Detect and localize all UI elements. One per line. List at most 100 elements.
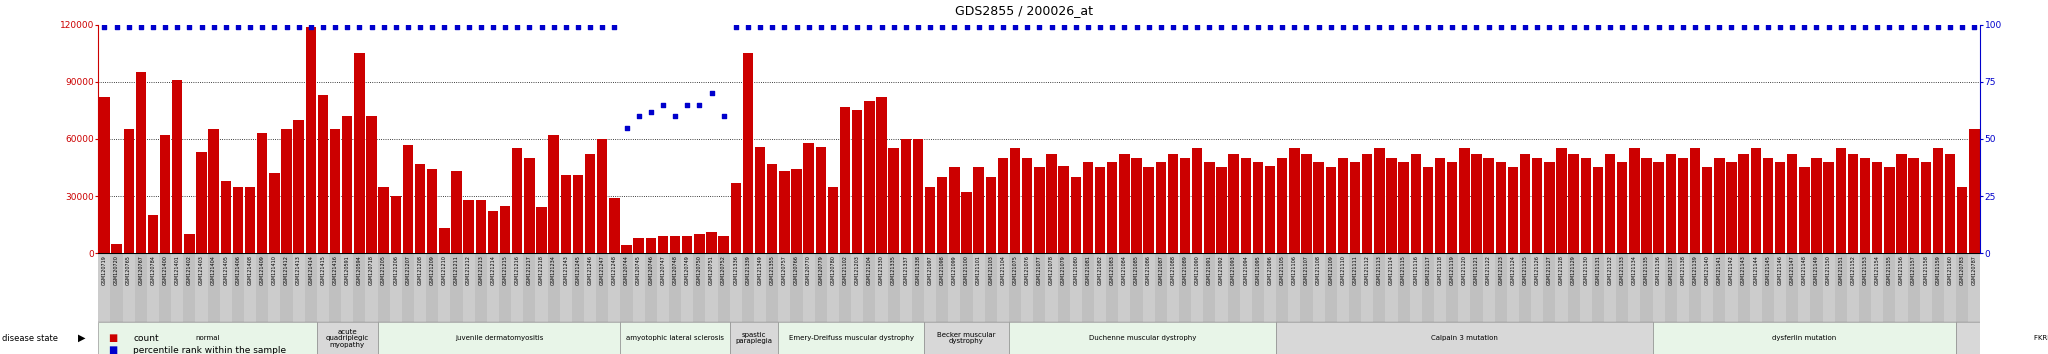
Point <box>1825 24 1858 30</box>
Text: GSM121410: GSM121410 <box>272 255 276 285</box>
Bar <box>1130 253 1143 322</box>
Bar <box>1167 253 1180 322</box>
Bar <box>342 253 354 322</box>
Point <box>1485 24 1518 30</box>
Bar <box>1640 158 1651 253</box>
Text: GSM121120: GSM121120 <box>1462 255 1466 285</box>
Bar <box>1362 154 1372 253</box>
Text: GSM121081: GSM121081 <box>1085 255 1090 285</box>
Point <box>1522 24 1554 30</box>
Bar <box>1337 158 1348 253</box>
Bar <box>98 253 111 322</box>
Point <box>610 125 643 130</box>
Bar <box>524 158 535 253</box>
Bar <box>197 152 207 253</box>
Text: GSM121207: GSM121207 <box>406 255 410 285</box>
Point <box>1812 24 1845 30</box>
Text: GSM121204: GSM121204 <box>866 255 872 285</box>
Bar <box>438 253 451 322</box>
Text: GSM121139: GSM121139 <box>1692 255 1698 285</box>
Point <box>1253 24 1286 30</box>
Bar <box>244 253 256 322</box>
Text: GSM121101: GSM121101 <box>977 255 981 285</box>
Bar <box>512 148 522 253</box>
Text: GSM121330: GSM121330 <box>879 255 885 285</box>
Point <box>1241 24 1274 30</box>
Bar <box>1520 154 1530 253</box>
Point <box>1315 24 1348 30</box>
Text: GSM121116: GSM121116 <box>1413 255 1419 285</box>
Bar <box>877 97 887 253</box>
Text: GDS2855 / 200026_at: GDS2855 / 200026_at <box>954 4 1094 17</box>
Bar <box>268 173 279 253</box>
Point <box>332 24 365 30</box>
Bar <box>1143 253 1155 322</box>
Bar <box>1761 253 1774 322</box>
Point <box>743 24 776 30</box>
Bar <box>1204 253 1214 322</box>
Text: GSM121142: GSM121142 <box>1729 255 1735 285</box>
Bar <box>403 145 414 253</box>
Text: GSM121110: GSM121110 <box>1341 255 1346 285</box>
Bar <box>1010 148 1020 253</box>
Bar <box>1653 253 1665 322</box>
Bar <box>1786 253 1798 322</box>
Bar <box>547 253 559 322</box>
Bar <box>608 198 621 253</box>
Point <box>1497 24 1530 30</box>
Text: GSM121128: GSM121128 <box>1559 255 1565 285</box>
Bar <box>1034 167 1044 253</box>
Bar <box>438 228 449 253</box>
Bar <box>1628 253 1640 322</box>
Text: GSM121339: GSM121339 <box>745 255 750 285</box>
Bar <box>827 187 838 253</box>
Bar <box>911 253 924 322</box>
Text: GSM120787: GSM120787 <box>1972 255 1976 285</box>
Bar <box>729 322 778 354</box>
Bar <box>1931 253 1944 322</box>
Text: GSM120747: GSM120747 <box>659 255 666 285</box>
Bar <box>1044 253 1057 322</box>
Text: GSM121092: GSM121092 <box>1219 255 1225 285</box>
Bar <box>1192 253 1204 322</box>
Bar <box>778 253 791 322</box>
Point <box>635 109 668 114</box>
Bar <box>487 253 500 322</box>
Bar <box>1446 253 1458 322</box>
Bar <box>207 253 219 322</box>
Bar <box>924 253 936 322</box>
Bar <box>1495 253 1507 322</box>
Point <box>1704 24 1737 30</box>
Text: GSM121247: GSM121247 <box>600 255 604 285</box>
Text: normal: normal <box>195 335 219 341</box>
Text: amyotophic lateral sclerosis: amyotophic lateral sclerosis <box>627 335 725 341</box>
Bar <box>743 53 754 253</box>
Text: GSM121089: GSM121089 <box>1182 255 1188 285</box>
Bar <box>1763 158 1774 253</box>
Text: GSM121404: GSM121404 <box>211 255 217 285</box>
Bar <box>281 130 291 253</box>
Bar <box>1702 253 1714 322</box>
Bar <box>1884 167 1894 253</box>
Bar <box>1350 162 1360 253</box>
Bar <box>1714 158 1724 253</box>
Text: GSM121097: GSM121097 <box>928 255 932 285</box>
Text: GSM121335: GSM121335 <box>891 255 897 285</box>
Bar <box>147 215 158 253</box>
Bar <box>1714 253 1724 322</box>
Bar <box>1436 158 1446 253</box>
Bar <box>209 130 219 253</box>
Bar <box>1567 253 1579 322</box>
Text: GSM121152: GSM121152 <box>1851 255 1855 285</box>
Bar <box>98 97 109 253</box>
Bar <box>416 164 426 253</box>
Text: GSM121115: GSM121115 <box>1401 255 1407 285</box>
Bar <box>342 116 352 253</box>
Bar <box>1835 253 1847 322</box>
Text: GSM121211: GSM121211 <box>455 255 459 285</box>
Point <box>987 24 1020 30</box>
Text: GSM121214: GSM121214 <box>489 255 496 285</box>
Text: GSM120720: GSM120720 <box>115 255 119 285</box>
Text: GSM121206: GSM121206 <box>393 255 397 285</box>
Bar <box>1860 158 1870 253</box>
